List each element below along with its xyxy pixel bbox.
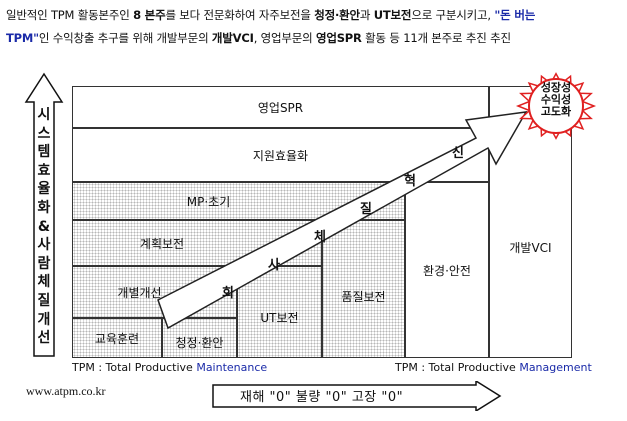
left-arrow-char: 템: [37, 144, 51, 161]
sun-burst: [515, 72, 597, 140]
left-arrow-char: 화: [37, 199, 51, 216]
line1-segment: 를 보다 전문화하여 자주보전을: [165, 8, 315, 22]
sun-label: 성장성 수익성 고도화: [528, 82, 584, 118]
clean-safety-label: 청정·환안: [175, 335, 224, 350]
footer-management-prefix: TPM : Total Productive: [395, 361, 520, 374]
sales-spr-cell: 영업SPR: [72, 86, 489, 128]
line1-segment: 과: [359, 8, 374, 22]
goal-arrow: [212, 381, 502, 411]
individual-improvement-label: 개별개선: [117, 285, 162, 300]
education-training-label: 교육훈련: [94, 331, 140, 346]
line2-segment: 활동 등 11개 본주로 추진 추진: [361, 31, 511, 45]
left-arrow-char: 율: [37, 181, 51, 198]
sales-spr-label: 영업SPR: [257, 100, 304, 115]
sun-label-line-3: 고도화: [540, 105, 572, 118]
left-arrow-char: 사: [37, 237, 51, 254]
quality-maintenance-label: 품질보전: [341, 290, 386, 304]
left-arrow-char: 개: [37, 311, 51, 328]
innovation-char: 신: [452, 146, 464, 161]
line1-segment: 8 본주: [133, 8, 166, 22]
intro-text: 일반적인 TPM 활동본주인 8 본주를 보다 전문화하여 자주보전을 청정·환…: [6, 4, 566, 50]
individual-improvement-cell: 개별개선: [72, 266, 237, 318]
footer-management-accent: Management: [519, 361, 592, 374]
website-text: www.atpm.co.kr: [26, 384, 106, 398]
clean-safety-cell: 청정·환안: [162, 318, 237, 358]
left-arrow-char: 질: [37, 292, 51, 309]
footer-maintenance-accent: Maintenance: [196, 361, 268, 374]
left-arrow-text: 시 스 템 효 율 화 & 사 람 체 질 개 선: [24, 106, 64, 348]
sun-label-line-2: 수익성: [540, 93, 572, 106]
environment-safety-cell: 환경·안전: [405, 182, 489, 358]
line2-segment: 영업SPR: [315, 31, 362, 45]
goal-text: 재해 "0" 불량 "0" 고장 "0": [240, 390, 404, 405]
left-up-arrow: [24, 72, 64, 357]
footer-management: TPM : Total Productive Management: [395, 361, 592, 374]
ut-maintenance-label: UT보전: [260, 310, 299, 325]
innovation-char: 사: [268, 258, 280, 273]
left-arrow-char: 체: [37, 274, 51, 291]
quality-maintenance-cell: 품질보전: [322, 220, 405, 358]
innovation-char: 체: [314, 230, 326, 245]
mp-initial-cell: MP·초기: [72, 182, 405, 220]
left-arrow-char: 람: [37, 255, 51, 272]
left-arrow-shape: [24, 72, 64, 357]
innovation-char: 회: [222, 286, 234, 301]
line1-segment: UT보전: [373, 8, 412, 22]
line2-segment: 인 수익창출 추구를 위해 개발부문의: [38, 31, 212, 45]
innovation-char: 질: [360, 202, 372, 217]
intro-line-1: 일반적인 TPM 활동본주인 8 본주를 보다 전문화하여 자주보전을 청정·환…: [6, 4, 566, 27]
line2-segment: TPM": [6, 31, 39, 45]
line1-segment: 청정·환안: [314, 8, 360, 22]
planned-maintenance-label: 계획보전: [139, 236, 185, 251]
intro-line-2: TPM"인 수익창출 추구를 위해 개발부문의 개발VCI, 영업부문의 영업S…: [6, 27, 566, 50]
planned-maintenance-cell: 계획보전: [72, 220, 322, 266]
line1-segment: 으로 구분시키고,: [411, 8, 495, 22]
innovation-char: 혁: [404, 174, 416, 189]
ut-maintenance-cell: UT보전: [237, 266, 322, 358]
line2-segment: , 영업부문의: [253, 31, 316, 45]
line1-segment: 일반적인 TPM 활동본주인: [6, 8, 134, 22]
left-arrow-char: &: [37, 218, 51, 235]
development-vci-label: 개발VCI: [509, 240, 552, 255]
sun-circle: [528, 78, 584, 134]
left-arrow-char: 스: [37, 125, 51, 142]
mp-initial-label: MP·초기: [186, 194, 231, 209]
left-arrow-char: 선: [37, 330, 51, 347]
line1-segment: "돈 버는: [494, 8, 536, 22]
environment-safety-label: 환경·안전: [423, 263, 471, 278]
footer-maintenance-prefix: TPM : Total Productive: [72, 361, 197, 374]
innovation-arrow-shape: [157, 111, 528, 330]
line2-segment: 개발VCI: [211, 31, 254, 45]
left-arrow-char: 시: [37, 107, 51, 123]
education-training-cell: 교육훈련: [72, 318, 162, 358]
left-arrow-char: 효: [37, 162, 51, 179]
support-efficiency-label: 지원효율화: [252, 148, 309, 163]
sun-label-line-1: 성장성: [540, 81, 572, 94]
goal-arrow-shape: [212, 381, 502, 411]
footer-maintenance: TPM : Total Productive Maintenance: [72, 361, 267, 374]
